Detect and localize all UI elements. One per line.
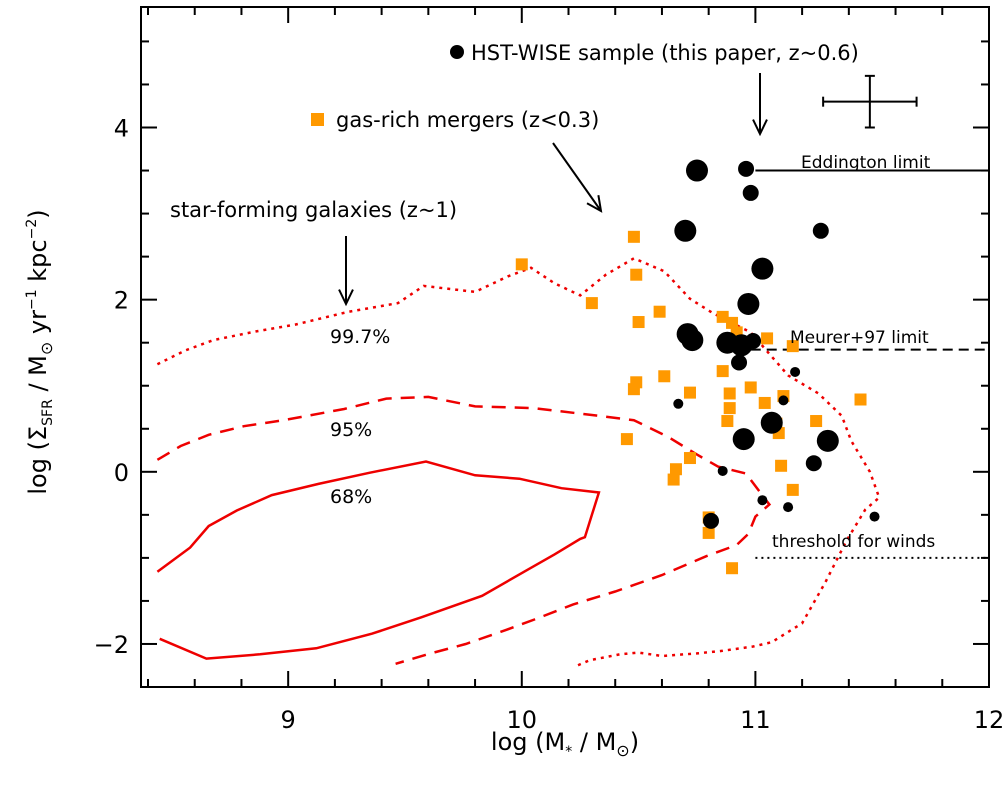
legend-sfg-label: star-forming galaxies (z~1) <box>170 198 457 222</box>
y-tick-label-0: −2 <box>94 631 129 659</box>
merger-point-1 <box>515 258 528 271</box>
legend-hst-label: HST-WISE sample (this paper, z~0.6) <box>471 41 859 65</box>
hst-point-19 <box>805 455 822 472</box>
merger-point-5 <box>632 316 645 329</box>
legend-mergers-label: gas-rich mergers (z<0.3) <box>336 108 599 132</box>
hst-point-17 <box>732 428 755 451</box>
merger-point-16 <box>744 381 757 394</box>
merger-point-6 <box>716 310 729 323</box>
typical-error-bar <box>822 74 918 129</box>
contour-95-label: 95% <box>330 419 372 441</box>
y-tick-label-2: 2 <box>114 287 129 315</box>
sfg-arrow <box>338 236 354 307</box>
merger-point-15 <box>683 386 696 399</box>
merger-point-23 <box>810 415 823 428</box>
merger-point-9 <box>761 332 774 345</box>
x-tick-label-3: 12 <box>974 706 1005 734</box>
meurer-limit-label: Meurer+97 limit <box>790 328 929 348</box>
hst-point-18 <box>816 429 839 452</box>
contour-solid-0 <box>156 460 601 660</box>
hst-point-23 <box>703 512 720 529</box>
x-tick-label-2: 11 <box>740 706 771 734</box>
merger-point-10 <box>786 340 799 353</box>
hst-point-3 <box>674 219 697 242</box>
hst-point-1 <box>738 160 755 177</box>
hst-point-4 <box>812 222 829 239</box>
y-tick-label-1: 0 <box>114 459 129 487</box>
hst-point-21 <box>757 495 768 506</box>
merger-point-3 <box>585 297 598 310</box>
eddington-limit-label: Eddington limit <box>801 153 931 173</box>
hst-point-13 <box>790 366 801 377</box>
merger-point-26 <box>620 433 633 446</box>
data-points <box>515 159 880 575</box>
merger-point-2 <box>630 268 643 281</box>
hst-point-12 <box>731 354 748 371</box>
legend-hst-marker <box>450 45 464 59</box>
merger-point-14 <box>627 383 640 396</box>
legend-mergers-marker <box>311 113 324 126</box>
merger-point-30 <box>775 459 788 472</box>
hst-arrow <box>752 73 768 137</box>
merger-point-12 <box>658 370 671 383</box>
contour-dashed-1 <box>156 395 772 665</box>
hst-point-6 <box>737 292 760 315</box>
y-tick-label-3: 4 <box>114 115 129 143</box>
hst-point-11 <box>745 332 762 349</box>
merger-point-31 <box>786 483 799 496</box>
contour-layer <box>156 256 881 668</box>
merger-point-33 <box>702 526 715 539</box>
merger-point-11 <box>716 365 729 378</box>
merger-point-24 <box>854 393 867 406</box>
merger-point-29 <box>667 473 680 486</box>
merger-point-27 <box>683 452 696 465</box>
hst-point-20 <box>717 465 728 476</box>
merger-point-20 <box>723 402 736 415</box>
winds-threshold-label: threshold for winds <box>772 532 935 552</box>
contour-997-label: 99.7% <box>330 326 390 348</box>
merger-point-17 <box>723 387 736 400</box>
plot-axes: 9 10 11 12 −2 0 2 4 <box>94 6 1005 734</box>
merger-point-19 <box>758 396 771 409</box>
hst-point-5 <box>751 257 774 280</box>
merger-point-4 <box>653 305 666 318</box>
y-axis-label: log (ΣSFR / M⊙ yr−1 kpc−2) <box>24 209 56 494</box>
hst-point-16 <box>760 411 783 434</box>
hst-point-0 <box>685 159 708 182</box>
annotations: HST-WISE sample (this paper, z~0.6) gas-… <box>170 41 935 552</box>
merger-point-21 <box>721 415 734 428</box>
contour-dotted-2 <box>156 256 881 668</box>
merger-point-0 <box>627 230 640 243</box>
hst-point-8 <box>681 329 704 352</box>
merger-point-28 <box>669 463 682 476</box>
hst-point-14 <box>673 398 684 409</box>
mergers-arrow <box>552 142 603 213</box>
merger-point-7 <box>726 316 739 329</box>
contour-68-label: 68% <box>330 486 372 508</box>
hst-point-22 <box>783 502 794 513</box>
x-tick-label-0: 9 <box>281 706 296 734</box>
x-tick-label-1: 10 <box>507 706 538 734</box>
hst-point-15 <box>778 395 789 406</box>
plot-frame <box>140 6 990 688</box>
x-axis-label: log (M* / M⊙) <box>491 728 639 760</box>
merger-point-34 <box>726 562 739 575</box>
hst-point-2 <box>742 184 759 201</box>
reference-lines <box>750 169 989 559</box>
hst-point-24 <box>869 511 880 522</box>
